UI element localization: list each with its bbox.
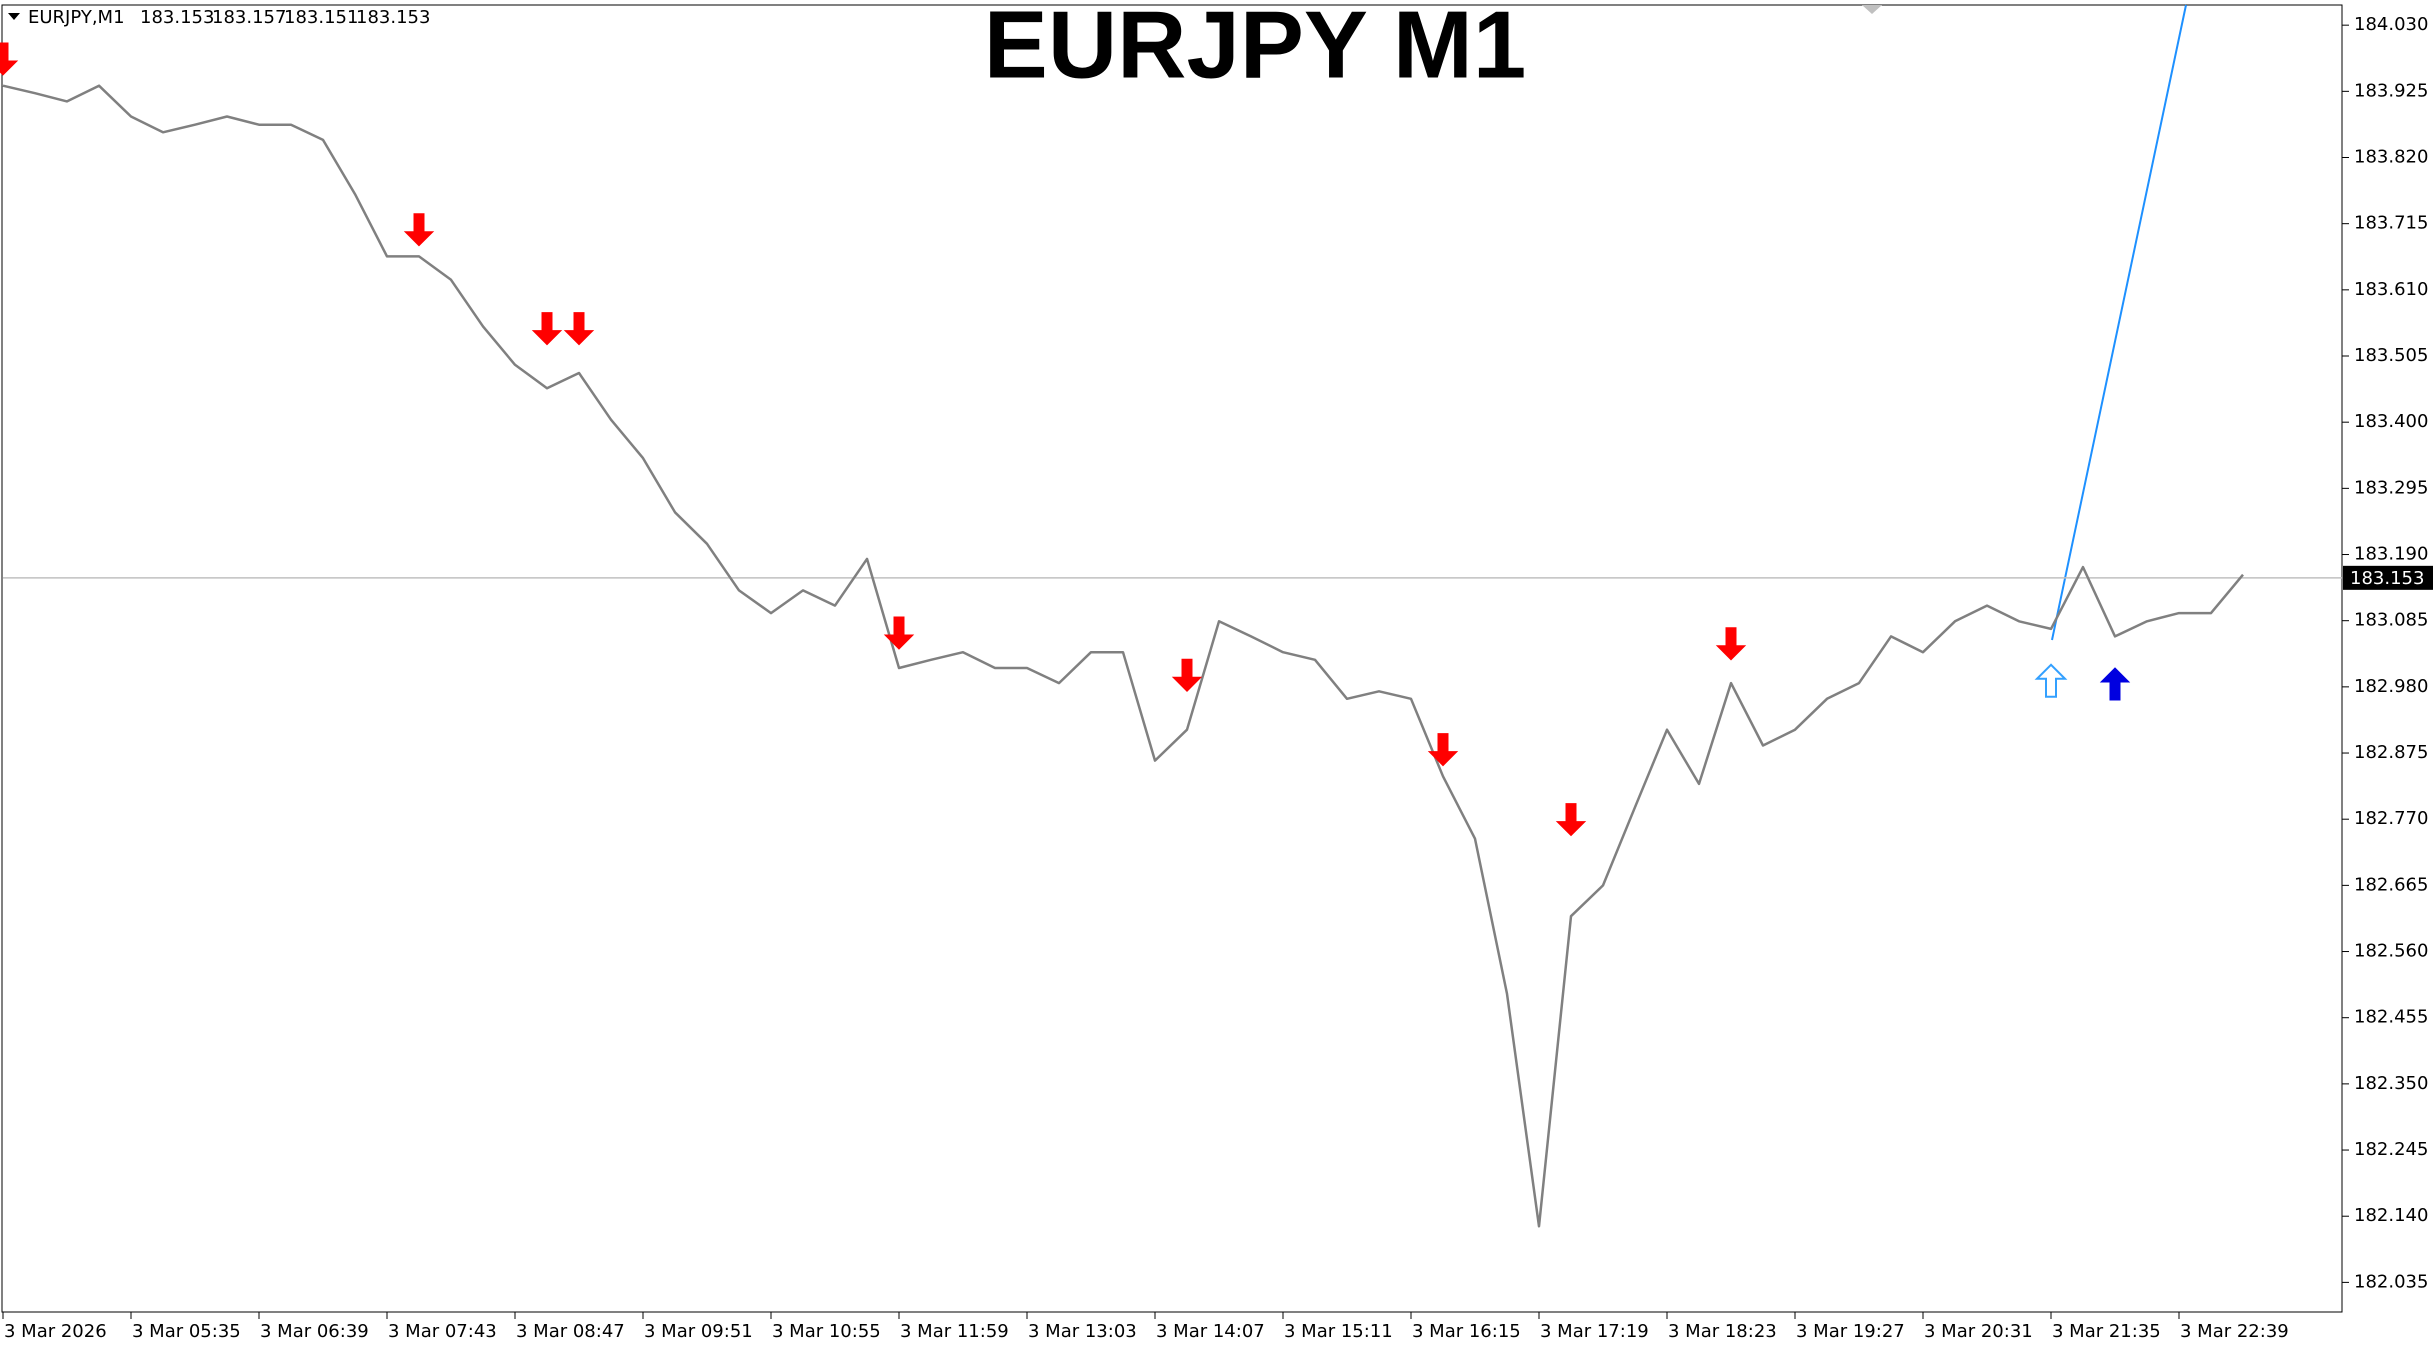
ohlc-value: 183.153 [356,7,430,28]
x-tick-label: 3 Mar 16:15 [1412,1321,1521,1342]
x-tick-label: 3 Mar 13:03 [1028,1321,1137,1342]
x-tick-label: 3 Mar 11:59 [900,1321,1009,1342]
x-tick-label: 3 Mar 19:27 [1796,1321,1905,1342]
y-tick-label: 183.925 [2354,80,2428,101]
y-tick-label: 182.980 [2354,676,2428,697]
y-tick-label: 184.030 [2354,14,2428,35]
y-tick-label: 183.400 [2354,411,2428,432]
sell-arrow [883,616,915,650]
x-tick-label: 3 Mar 21:35 [2052,1321,2161,1342]
x-tick-label: 3 Mar 06:39 [260,1321,369,1342]
price-line [2,84,2244,1228]
y-tick-label: 182.455 [2354,1007,2428,1028]
y-tick-label: 182.245 [2354,1139,2428,1160]
y-tick-label: 183.820 [2354,147,2428,168]
x-tick-label: 3 Mar 20:31 [1924,1321,2033,1342]
ohlc-value: 183.153 [140,7,214,28]
x-tick-label: 3 Mar 05:35 [132,1321,241,1342]
x-tick-label: 3 Mar 10:55 [772,1321,881,1342]
sell-arrow [403,213,435,247]
chart-title: EURJPY M1 [984,0,1526,98]
trend-line [2051,4,2187,641]
y-tick-label: 183.505 [2354,345,2428,366]
x-tick-label: 3 Mar 17:19 [1540,1321,1649,1342]
y-tick-label: 182.350 [2354,1073,2428,1094]
sell-arrow [1555,803,1587,837]
sell-arrow [0,42,19,76]
last-price-label: 183.153 [2350,568,2424,589]
sell-arrow [1171,658,1203,692]
x-tick-label: 3 Mar 09:51 [644,1321,753,1342]
y-tick-label: 183.295 [2354,477,2428,498]
ohlc-value: 183.157 [212,7,286,28]
ohlc-value: 183.151 [284,7,358,28]
plot-frame [1,4,2343,1313]
buy-arrow [2034,663,2068,698]
x-tick-label: 3 Mar 2026 [4,1321,107,1342]
shift-marker [1862,5,1882,14]
last-price-box [2343,565,2433,590]
y-tick-label: 182.035 [2354,1271,2428,1292]
y-tick-label: 182.560 [2354,941,2428,962]
menu-triangle [8,13,20,20]
x-tick-label: 3 Mar 18:23 [1668,1321,1777,1342]
sell-arrow [1715,627,1747,661]
sell-arrow [1427,733,1459,767]
x-tick-label: 3 Mar 07:43 [388,1321,497,1342]
y-tick-label: 182.770 [2354,808,2428,829]
x-tick-label: 3 Mar 22:39 [2180,1321,2289,1342]
symbol-label: EURJPY,M1 [28,7,125,28]
buy-arrow [2099,667,2131,701]
y-tick-label: 183.715 [2354,213,2428,234]
x-tick-label: 3 Mar 15:11 [1284,1321,1393,1342]
sell-arrow [531,312,563,346]
x-tick-label: 3 Mar 08:47 [516,1321,625,1342]
y-tick-label: 182.875 [2354,742,2428,763]
y-tick-label: 182.140 [2354,1205,2428,1226]
y-tick-label: 183.085 [2354,610,2428,631]
y-tick-label: 183.190 [2354,544,2428,565]
sell-arrow [563,312,595,346]
y-tick-label: 182.665 [2354,874,2428,895]
x-tick-label: 3 Mar 14:07 [1156,1321,1265,1342]
y-tick-label: 183.610 [2354,279,2428,300]
